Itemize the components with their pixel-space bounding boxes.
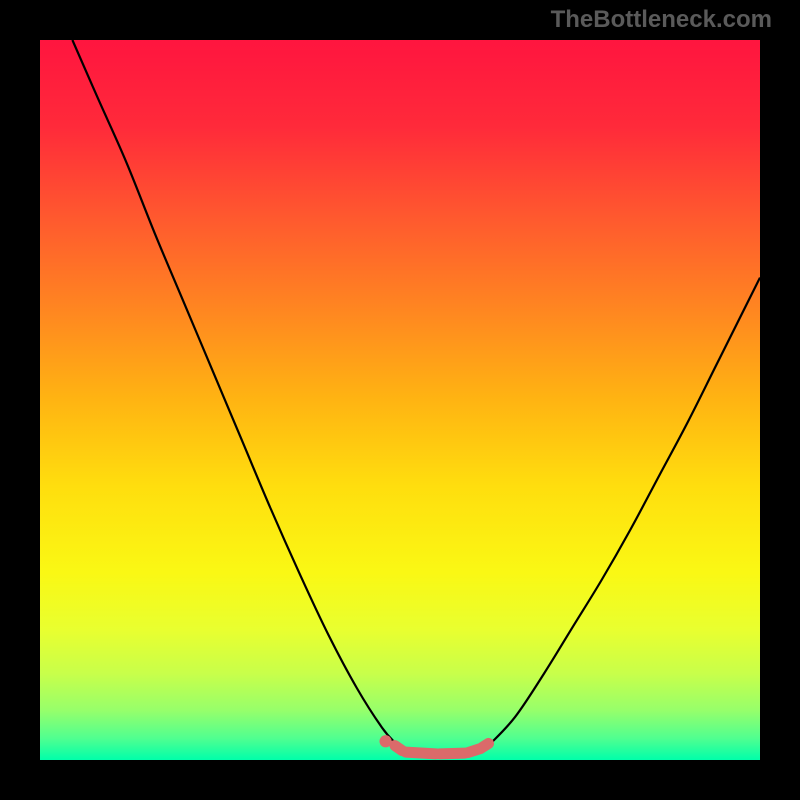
marker-segment-1 <box>406 752 436 754</box>
left-curve <box>72 40 396 744</box>
marker-segment-2 <box>440 753 465 754</box>
marker-segment-4 <box>483 743 489 747</box>
plot-area <box>40 40 760 760</box>
curves-layer <box>40 40 760 760</box>
right-curve <box>490 278 760 745</box>
watermark-text: TheBottleneck.com <box>551 6 772 34</box>
